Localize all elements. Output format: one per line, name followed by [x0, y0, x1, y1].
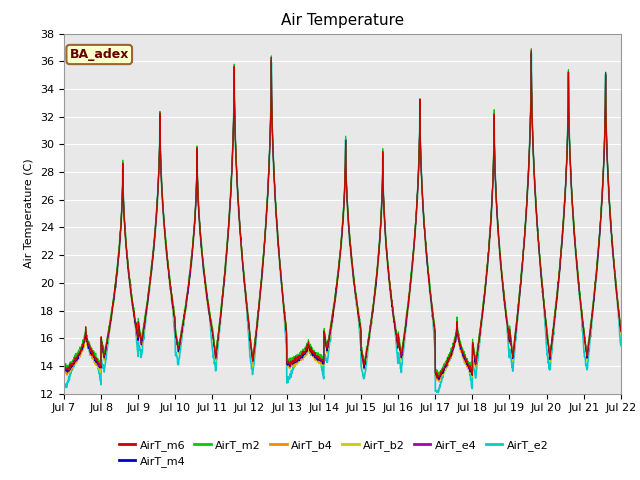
Text: BA_adex: BA_adex — [70, 48, 129, 61]
Y-axis label: Air Temperature (C): Air Temperature (C) — [24, 159, 35, 268]
Title: Air Temperature: Air Temperature — [281, 13, 404, 28]
Legend: AirT_m6, AirT_m4, AirT_m2, AirT_b4, AirT_b2, AirT_e4, AirT_e2: AirT_m6, AirT_m4, AirT_m2, AirT_b4, AirT… — [114, 435, 553, 471]
